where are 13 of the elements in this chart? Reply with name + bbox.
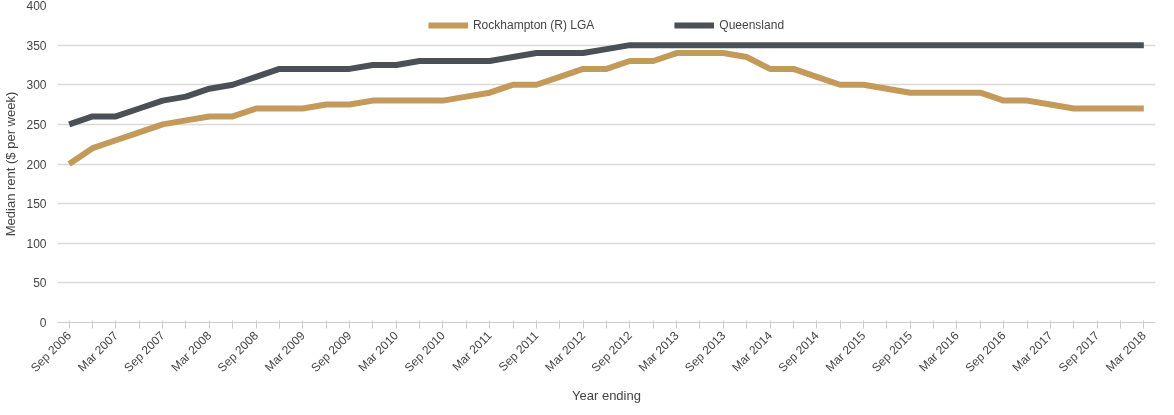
y-tick-label: 50 [33,276,47,291]
y-tick-label: 300 [26,78,47,93]
x-axis-title: Year ending [572,387,641,403]
y-axis-title: Median rent ($ per week) [3,91,19,237]
y-tick-label: 400 [26,0,47,13]
y-tick-label: 200 [26,157,47,172]
y-tick-label: 250 [26,117,47,132]
y-tick-label: 150 [26,197,47,212]
y-tick-label: 100 [26,236,47,251]
legend-label: Rockhampton (R) LGA [472,18,595,32]
y-tick-label: 0 [39,316,47,330]
y-tick-label: 350 [26,38,47,53]
legend-label: Queensland [719,18,785,32]
